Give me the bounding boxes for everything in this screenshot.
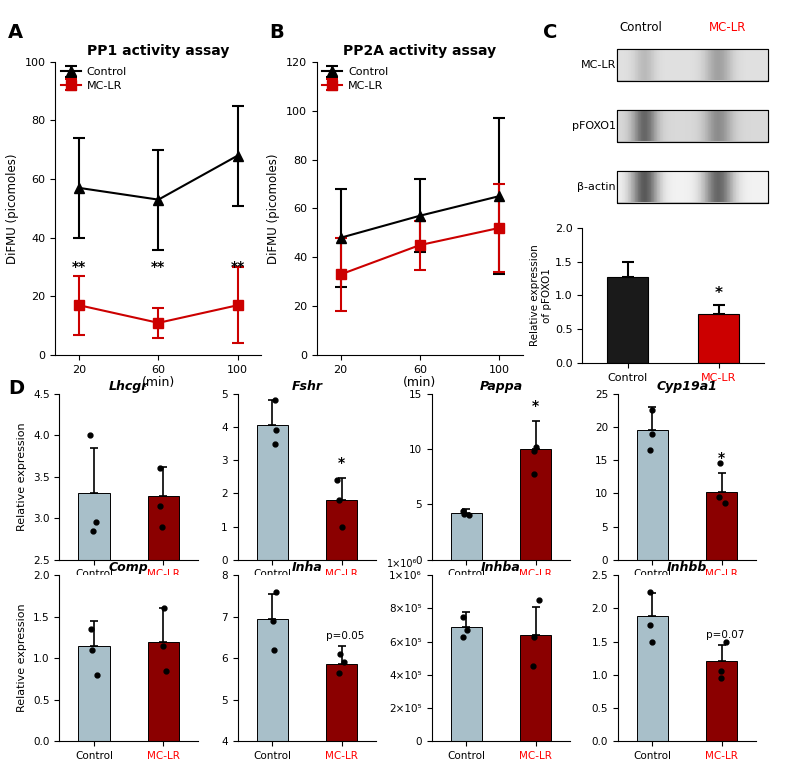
Text: **: **: [72, 260, 86, 274]
Text: *: *: [714, 286, 723, 300]
Title: PP2A activity assay: PP2A activity assay: [343, 44, 497, 58]
Bar: [520, 635, 551, 741]
Text: pFOXO1: pFOXO1: [572, 121, 616, 131]
Y-axis label: Relative expression: Relative expression: [17, 422, 28, 531]
Legend: Control, MC-LR: Control, MC-LR: [61, 67, 127, 90]
Text: β-actin: β-actin: [577, 182, 616, 192]
Bar: [699, 314, 739, 363]
Bar: [451, 513, 482, 560]
Y-axis label: DiFMU (picomoles): DiFMU (picomoles): [6, 153, 19, 264]
Text: A: A: [8, 23, 23, 42]
Bar: [706, 662, 737, 741]
Bar: [637, 616, 668, 741]
Title: Lhcgr: Lhcgr: [109, 380, 148, 392]
Text: *: *: [338, 456, 345, 470]
Bar: [257, 425, 287, 560]
Bar: [617, 110, 768, 142]
Bar: [148, 496, 179, 767]
Title: Inhbb: Inhbb: [667, 561, 707, 574]
Bar: [520, 449, 551, 560]
Text: p=0.07: p=0.07: [706, 630, 744, 640]
Bar: [326, 500, 357, 560]
Bar: [617, 171, 768, 203]
X-axis label: (min): (min): [142, 376, 175, 389]
Bar: [78, 493, 109, 767]
Text: 1×10⁶: 1×10⁶: [387, 558, 417, 568]
Bar: [257, 618, 287, 772]
Title: Fshr: Fshr: [291, 380, 322, 392]
Text: B: B: [269, 23, 284, 42]
Text: Control: Control: [619, 21, 662, 33]
Text: **: **: [230, 260, 245, 274]
Legend: Control, MC-LR: Control, MC-LR: [322, 67, 388, 90]
Title: Cyp19a1: Cyp19a1: [657, 380, 718, 392]
Bar: [617, 49, 768, 81]
Bar: [617, 110, 768, 142]
Bar: [607, 277, 648, 363]
Text: C: C: [543, 23, 557, 42]
Bar: [78, 645, 109, 741]
Title: Inha: Inha: [291, 561, 322, 574]
Text: **: **: [151, 260, 166, 274]
Bar: [451, 627, 482, 741]
Title: Comp: Comp: [109, 561, 149, 574]
Title: PP1 activity assay: PP1 activity assay: [87, 44, 230, 58]
Y-axis label: Relative expression
of pFOXO1: Relative expression of pFOXO1: [531, 245, 552, 346]
Bar: [706, 492, 737, 560]
Text: D: D: [8, 378, 24, 398]
X-axis label: (min): (min): [403, 376, 436, 389]
Title: Inhba: Inhba: [481, 561, 521, 574]
Text: MC-LR: MC-LR: [581, 60, 616, 70]
Text: *: *: [718, 451, 725, 465]
Bar: [617, 49, 768, 81]
Y-axis label: Relative expression: Relative expression: [17, 604, 28, 713]
Text: *: *: [532, 399, 539, 413]
Title: Pappa: Pappa: [479, 380, 523, 392]
Bar: [617, 171, 768, 203]
Text: p=0.05: p=0.05: [326, 631, 364, 641]
Y-axis label: DiFMU (picomoles): DiFMU (picomoles): [268, 153, 280, 264]
Bar: [326, 665, 357, 772]
Text: MC-LR: MC-LR: [709, 21, 746, 33]
Bar: [148, 642, 179, 741]
Bar: [637, 430, 668, 560]
